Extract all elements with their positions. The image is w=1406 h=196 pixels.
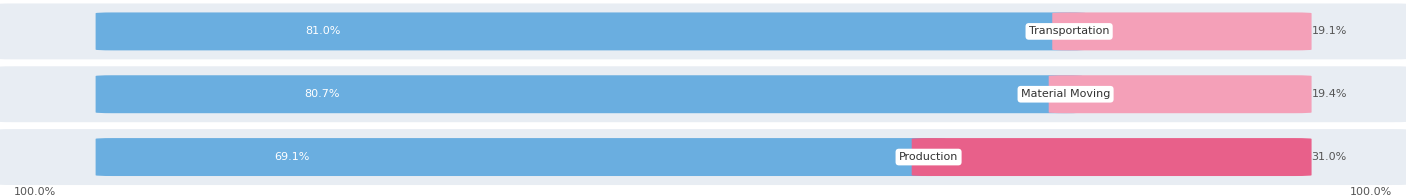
Text: 100.0%: 100.0%: [1350, 187, 1392, 196]
FancyBboxPatch shape: [1052, 12, 1312, 50]
FancyBboxPatch shape: [911, 138, 1312, 176]
FancyBboxPatch shape: [96, 138, 945, 176]
Text: Transportation: Transportation: [1029, 26, 1109, 36]
FancyBboxPatch shape: [0, 66, 1406, 122]
Text: 19.1%: 19.1%: [1312, 26, 1347, 36]
Text: 31.0%: 31.0%: [1312, 152, 1347, 162]
Text: Production: Production: [898, 152, 959, 162]
FancyBboxPatch shape: [1049, 75, 1312, 113]
Text: 69.1%: 69.1%: [274, 152, 309, 162]
FancyBboxPatch shape: [0, 129, 1406, 185]
Text: 100.0%: 100.0%: [14, 187, 56, 196]
FancyBboxPatch shape: [0, 4, 1406, 59]
FancyBboxPatch shape: [96, 75, 1083, 113]
Text: 19.4%: 19.4%: [1312, 89, 1347, 99]
FancyBboxPatch shape: [96, 12, 1085, 50]
Text: 81.0%: 81.0%: [305, 26, 340, 36]
Text: Material Moving: Material Moving: [1021, 89, 1111, 99]
Text: 80.7%: 80.7%: [305, 89, 340, 99]
